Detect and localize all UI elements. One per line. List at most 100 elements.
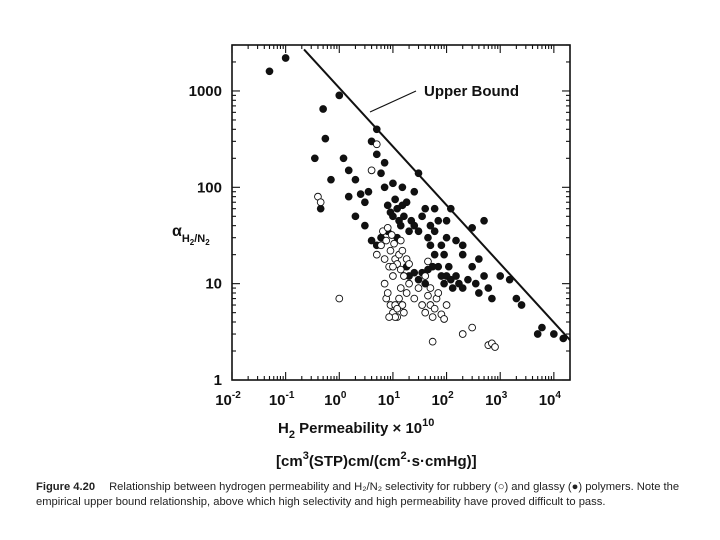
- glassy-point: [452, 236, 460, 245]
- rubbery-point: [428, 313, 437, 321]
- glassy-point: [410, 221, 419, 230]
- glassy-point: [437, 241, 446, 250]
- rubbery-point: [367, 166, 376, 175]
- upper-bound-label: Upper Bound: [424, 83, 519, 100]
- glassy-point: [364, 187, 373, 196]
- upper-bound-line: [303, 48, 571, 341]
- glassy-point: [452, 272, 460, 280]
- glassy-point: [517, 301, 526, 309]
- rubbery-point: [385, 313, 393, 321]
- glassy-point: [418, 212, 426, 221]
- rubbery-point: [400, 308, 408, 317]
- rubbery-point: [421, 308, 430, 317]
- glassy-point: [440, 279, 448, 288]
- plot-border: [231, 44, 571, 381]
- x-tick-label: 104: [539, 390, 562, 409]
- glassy-point: [400, 212, 408, 221]
- rubbery-point: [434, 289, 443, 297]
- glassy-point: [430, 250, 439, 259]
- scatter-chart: 10-2 10-1 100 101 102 103 104 1 10 100 1000 Upper …: [172, 44, 571, 470]
- glassy-point: [281, 54, 290, 62]
- glassy-point: [538, 323, 546, 332]
- glassy-point: [410, 187, 419, 196]
- glassy-point: [398, 183, 407, 192]
- glassy-point: [442, 216, 451, 225]
- rubbery-point: [428, 337, 437, 346]
- glassy-point: [344, 192, 353, 201]
- figure-caption: Figure 4.20 Relationship between hydrogen…: [36, 480, 696, 510]
- figure-caption-text: Relationship between hydrogen permeabili…: [36, 481, 680, 508]
- glassy-point: [410, 268, 419, 277]
- glassy-point: [484, 284, 493, 292]
- rubbery-point: [398, 246, 407, 255]
- glassy-point: [468, 262, 477, 271]
- glassy-point: [475, 255, 483, 263]
- glassy-point: [367, 236, 376, 245]
- glassy-point: [389, 179, 397, 188]
- glassy-point: [402, 198, 411, 207]
- rubbery-point: [440, 315, 448, 323]
- rubbery-point: [410, 294, 419, 303]
- glassy-point: [430, 227, 439, 236]
- rubbery-point: [402, 289, 411, 297]
- glassy-point: [468, 223, 477, 232]
- glassy-point: [351, 212, 360, 221]
- rubbery-point: [405, 279, 413, 288]
- glassy-point: [380, 183, 389, 192]
- rubbery-point: [468, 323, 477, 332]
- glassy-point: [440, 250, 448, 259]
- rubbery-point: [372, 250, 381, 259]
- glassy-point: [480, 216, 488, 225]
- glassy-point: [488, 294, 496, 303]
- rubbery-point: [424, 257, 432, 266]
- glassy-point: [430, 204, 439, 213]
- figure-number: Figure 4.20: [36, 481, 96, 493]
- glassy-point: [414, 227, 423, 236]
- glassy-point: [396, 221, 405, 230]
- x-tick-label: 100: [324, 390, 347, 409]
- glassy-point: [426, 221, 435, 230]
- upper-bound-segment: [303, 48, 571, 341]
- rubbery-point: [426, 284, 435, 292]
- y-tick-label: 1: [214, 372, 222, 389]
- glassy-point: [442, 233, 451, 242]
- rubbery-point: [442, 301, 451, 309]
- glassy-point: [434, 216, 443, 225]
- glassy-point: [458, 250, 467, 259]
- rubbery-point: [389, 272, 397, 280]
- y-tick-label: 1000: [189, 83, 222, 100]
- y-axis-label: αH2/N2: [172, 223, 210, 247]
- rubbery-point: [316, 198, 325, 207]
- upper-bound-leader: [369, 90, 417, 113]
- x-tick-label: 101: [378, 390, 401, 409]
- glassy-point: [319, 105, 327, 113]
- glassy-point: [339, 154, 348, 163]
- glassy-point: [310, 154, 319, 163]
- rubbery-point: [395, 294, 403, 303]
- rubbery-point: [372, 140, 381, 149]
- rubbery-point: [380, 279, 389, 288]
- glassy-point: [372, 150, 381, 159]
- axis-ticks: [231, 44, 571, 381]
- glassy-point: [444, 262, 453, 271]
- glassy-point: [475, 289, 483, 297]
- rubbery-point: [400, 272, 408, 280]
- glassy-point: [496, 272, 505, 280]
- glassy-point: [458, 284, 467, 292]
- glassy-point: [377, 169, 385, 178]
- rubbery-point: [383, 289, 392, 297]
- glassy-point: [389, 212, 397, 221]
- glassy-point: [464, 275, 472, 284]
- glassy-point: [405, 227, 413, 236]
- glassy-point: [424, 233, 432, 242]
- rubbery-point: [398, 301, 407, 309]
- glassy-point: [383, 201, 392, 210]
- glassy-point: [391, 195, 399, 204]
- rubbery-point: [405, 260, 413, 268]
- x-tick-label: 102: [431, 390, 454, 409]
- rubbery-point: [396, 284, 405, 292]
- glassy-point: [351, 175, 360, 184]
- rubbery-point: [335, 294, 344, 303]
- rubbery-point: [458, 330, 467, 338]
- tick-labels: 10-2 10-1 100 101 102 103 104 1 10 100 1000: [189, 83, 562, 409]
